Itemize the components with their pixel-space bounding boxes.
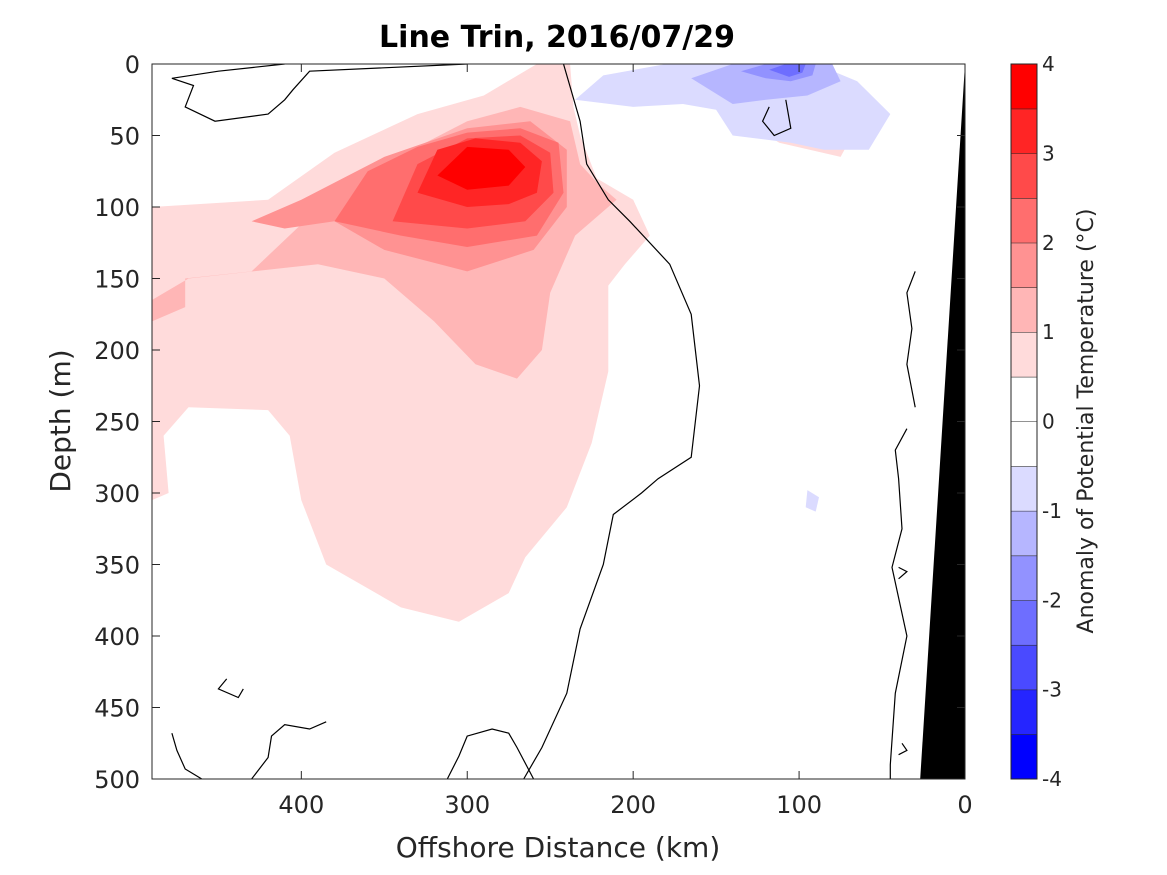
zero-contour-lines (171, 64, 916, 779)
x-tick-label: 0 (957, 791, 972, 819)
zero-contour-9 (898, 566, 908, 580)
y-tick-label: 0 (125, 51, 140, 79)
colorbar-segment (1011, 466, 1037, 511)
y-tick-label: 350 (94, 552, 140, 580)
y-tick-label: 400 (94, 623, 140, 651)
plot-area (152, 64, 965, 779)
zero-contour-2 (761, 99, 792, 137)
colorbar-tick-label: -1 (1042, 499, 1062, 523)
y-tick-label: 300 (94, 480, 140, 508)
colorbar-segment (1011, 510, 1037, 556)
colorbar-segment (1011, 64, 1037, 109)
y-tick-label: 100 (94, 194, 140, 222)
colorbar-tick-label: 4 (1042, 52, 1055, 76)
zero-contour-7 (889, 428, 908, 779)
colorbar-segment (1011, 198, 1037, 243)
zero-contour-1 (171, 64, 468, 122)
colorbar-segment (1011, 644, 1037, 690)
zero-contour-0 (523, 64, 701, 779)
y-tick-label: 250 (94, 409, 140, 437)
colorbar-segment (1011, 376, 1037, 422)
x-tick-label: 100 (776, 791, 822, 819)
zero-contour-6 (171, 733, 203, 779)
colorbar-label: Anomaly of Potential Temperature (°C) (1074, 209, 1099, 634)
anomaly-region-12 (769, 64, 806, 77)
x-axis-label: Offshore Distance (km) (396, 831, 721, 864)
land-mask (920, 64, 965, 779)
colorbar-tick-label: -4 (1042, 767, 1062, 791)
y-axis-label: Depth (m) (44, 349, 77, 492)
colorbar-segment (1011, 287, 1037, 333)
anomaly-region-9 (805, 490, 819, 512)
x-axis-ticks: 400 300 200 100 0 (278, 64, 973, 819)
zero-contour-10 (898, 742, 908, 756)
y-tick-label: 450 (94, 695, 140, 723)
colorbar-segment (1011, 734, 1037, 779)
colorbar-tick-label: -3 (1042, 678, 1062, 702)
colorbar-tick-label: 1 (1042, 320, 1055, 344)
colorbar-segment (1011, 555, 1037, 601)
zero-contour-8 (906, 271, 916, 408)
y-tick-label: 150 (94, 266, 140, 294)
colorbar-frame (1010, 63, 1038, 780)
colorbar-tick-label: -2 (1042, 588, 1062, 612)
chart-title: Line Trin, 2016/07/29 (379, 20, 735, 55)
y-tick-label: 200 (94, 337, 140, 365)
colorbar-segment (1011, 332, 1037, 377)
colorbar (1010, 63, 1038, 780)
colorbar-segment (1011, 421, 1037, 467)
zero-contour-3 (217, 678, 244, 699)
colorbar-segment (1011, 153, 1037, 199)
colorbar-segment (1011, 108, 1037, 154)
colorbar-tick-label: 2 (1042, 231, 1055, 255)
x-tick-label: 300 (444, 791, 490, 819)
colorbar-segment (1011, 242, 1037, 288)
anomaly-region-7 (437, 146, 526, 190)
zero-contour-5 (446, 728, 535, 779)
anomaly-fill-regions (152, 64, 891, 622)
y-tick-label: 50 (109, 123, 140, 151)
colorbar-segment (1011, 689, 1037, 735)
colorbar-tick-label: 3 (1042, 141, 1055, 165)
colorbar-ticks: -4 -3 -2 -1 0 1 2 3 4 (1042, 52, 1062, 791)
y-tick-label: 500 (94, 766, 140, 794)
zero-contour-4 (251, 721, 327, 779)
x-tick-label: 400 (278, 791, 324, 819)
colorbar-segment (1011, 600, 1037, 645)
land-bathymetry (920, 64, 965, 779)
y-axis-ticks: 0 50 100 150 200 250 300 350 400 450 500 (94, 51, 965, 794)
x-tick-label: 200 (610, 791, 656, 819)
colorbar-tick-label: 0 (1042, 410, 1055, 434)
